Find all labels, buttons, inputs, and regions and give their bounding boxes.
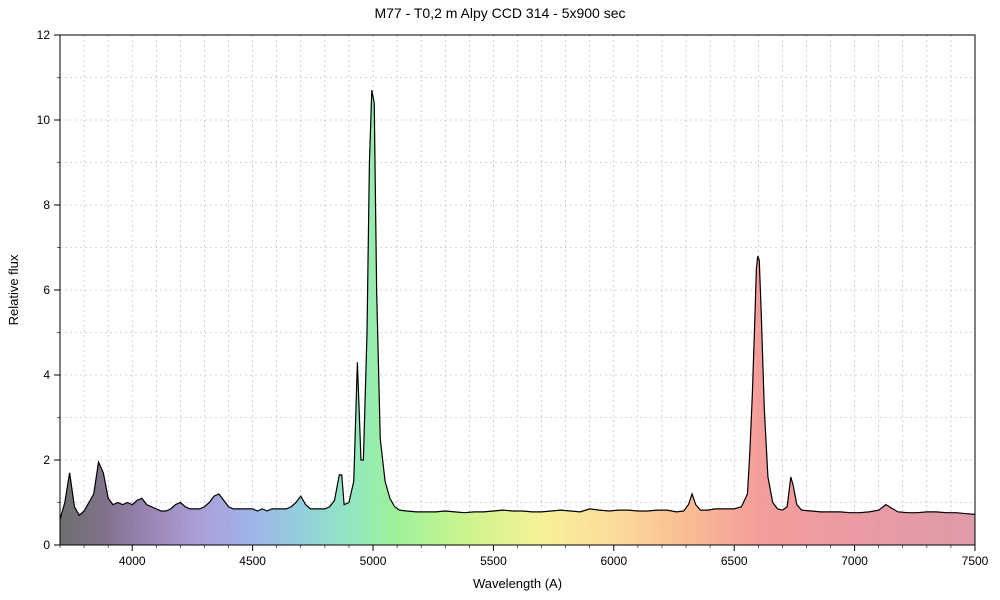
x-tick-label: 7000	[841, 554, 868, 568]
x-tick-label: 6000	[600, 554, 627, 568]
x-tick-label: 4500	[239, 554, 266, 568]
chart-title: M77 - T0,2 m Alpy CCD 314 - 5x900 sec	[374, 5, 625, 21]
y-tick-label: 6	[43, 283, 50, 297]
x-tick-label: 4000	[119, 554, 146, 568]
y-tick-label: 10	[37, 113, 51, 127]
x-tick-label: 7500	[962, 554, 989, 568]
y-tick-label: 12	[37, 28, 51, 42]
x-tick-label: 5500	[480, 554, 507, 568]
chart-svg: M77 - T0,2 m Alpy CCD 314 - 5x900 sec 400…	[0, 0, 1000, 600]
spectrum-chart: M77 - T0,2 m Alpy CCD 314 - 5x900 sec 400…	[0, 0, 1000, 600]
x-tick-label: 6500	[721, 554, 748, 568]
y-tick-label: 0	[43, 538, 50, 552]
y-tick-label: 8	[43, 198, 50, 212]
y-axis-label: Relative flux	[6, 254, 21, 325]
x-axis-label: Wavelength (A)	[473, 576, 562, 591]
y-tick-label: 4	[43, 368, 50, 382]
y-tick-label: 2	[43, 453, 50, 467]
x-tick-label: 5000	[360, 554, 387, 568]
